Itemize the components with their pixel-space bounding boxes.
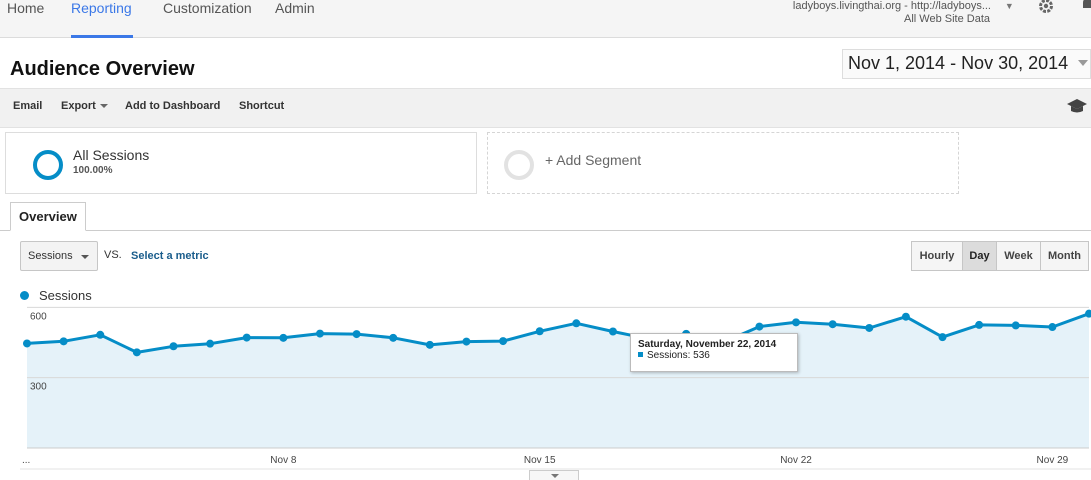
data-point[interactable] xyxy=(206,339,215,348)
x-tick-label: Nov 15 xyxy=(524,455,556,466)
segment-name: All Sessions xyxy=(73,147,150,163)
data-point[interactable] xyxy=(792,318,801,327)
add-to-dashboard-button[interactable]: Add to Dashboard xyxy=(125,100,221,112)
select-metric-link[interactable]: Select a metric xyxy=(131,250,209,262)
nav-tab-reporting[interactable]: Reporting xyxy=(71,0,133,38)
chart-tooltip: Saturday, November 22, 2014 Sessions: 53… xyxy=(630,333,798,372)
data-point[interactable] xyxy=(535,327,544,336)
granularity-day-button[interactable]: Day xyxy=(962,241,997,271)
metric-dropdown[interactable]: Sessions xyxy=(20,241,98,271)
data-point[interactable] xyxy=(901,312,910,321)
metric-dropdown-value: Sessions xyxy=(28,250,73,262)
x-tick-label: Nov 29 xyxy=(1037,455,1069,466)
data-point[interactable] xyxy=(315,329,324,338)
bell-icon[interactable] xyxy=(1081,0,1091,12)
x-tick-label: ... xyxy=(22,455,30,466)
report-toolbar: Email Export Add to Dashboard Shortcut xyxy=(0,88,1091,128)
export-label: Export xyxy=(61,100,96,112)
tooltip-date: Saturday, November 22, 2014 xyxy=(638,339,777,350)
x-tick-label: Nov 8 xyxy=(270,455,297,466)
data-point[interactable] xyxy=(1048,323,1057,332)
segment-percentage: 100.00% xyxy=(73,165,113,176)
tooltip-value: Sessions: 536 xyxy=(647,350,710,361)
collapse-chart-toggle[interactable] xyxy=(529,470,579,480)
chevron-down-icon xyxy=(81,255,89,259)
data-point[interactable] xyxy=(59,337,68,346)
chevron-down-icon xyxy=(551,474,559,478)
nav-tab-customization[interactable]: Customization xyxy=(163,0,252,16)
tab-divider xyxy=(0,230,1091,231)
tab-overview[interactable]: Overview xyxy=(10,202,86,231)
data-point[interactable] xyxy=(352,330,361,339)
data-point[interactable] xyxy=(96,330,105,339)
data-point[interactable] xyxy=(242,333,251,342)
property-name: ladyboys.livingthai.org - http://ladyboy… xyxy=(792,0,991,12)
top-navigation: Home Reporting Customization Admin ladyb… xyxy=(0,0,1091,38)
data-point[interactable] xyxy=(462,337,471,346)
shortcut-button[interactable]: Shortcut xyxy=(239,100,285,112)
series-line xyxy=(26,312,1090,354)
export-button[interactable]: Export xyxy=(61,100,108,112)
email-button[interactable]: Email xyxy=(13,100,43,112)
vs-label: VS. xyxy=(104,249,122,261)
nav-tab-home[interactable]: Home xyxy=(7,0,45,16)
data-point[interactable] xyxy=(828,320,837,329)
property-selector[interactable]: ladyboys.livingthai.org - http://ladyboy… xyxy=(792,0,1014,26)
property-view: All Web Site Data xyxy=(903,13,990,25)
data-point[interactable] xyxy=(975,320,984,329)
legend-marker xyxy=(20,291,29,300)
tooltip-series-marker xyxy=(638,352,643,358)
data-point[interactable] xyxy=(755,322,764,331)
data-point[interactable] xyxy=(389,333,398,342)
chevron-down-icon xyxy=(99,104,108,109)
x-tick-label: Nov 22 xyxy=(780,455,812,466)
data-point[interactable] xyxy=(938,333,947,342)
segment-ring-icon xyxy=(33,150,63,180)
date-range-picker[interactable]: Nov 1, 2014 - Nov 30, 2014 xyxy=(842,49,1091,79)
page-title: Audience Overview xyxy=(10,58,195,80)
graduation-cap-icon[interactable] xyxy=(1067,97,1087,115)
granularity-hourly-button[interactable]: Hourly xyxy=(911,241,963,271)
data-point[interactable] xyxy=(425,340,434,349)
data-point[interactable] xyxy=(608,327,617,336)
data-point[interactable] xyxy=(572,319,581,328)
empty-segment-ring-icon xyxy=(504,150,534,180)
data-point[interactable] xyxy=(1011,321,1020,330)
series-area xyxy=(27,313,1089,448)
gear-icon[interactable] xyxy=(1037,0,1055,16)
chevron-down-icon: ▼ xyxy=(1004,1,1014,11)
data-point[interactable] xyxy=(499,337,508,346)
data-point[interactable] xyxy=(865,323,874,332)
sessions-chart: 300 600... Nov 8 Nov 15 Nov 22 Nov 29 xyxy=(20,306,1091,470)
add-segment-button[interactable]: + Add Segment xyxy=(487,132,959,194)
date-range-text: Nov 1, 2014 - Nov 30, 2014 xyxy=(848,53,1069,73)
legend-label: Sessions xyxy=(39,288,92,303)
data-point[interactable] xyxy=(169,342,178,351)
nav-tab-admin[interactable]: Admin xyxy=(275,0,315,16)
y-tick-label: 300 xyxy=(30,382,47,393)
data-point[interactable] xyxy=(1085,309,1091,318)
data-point[interactable] xyxy=(132,348,141,357)
segment-all-sessions[interactable]: All Sessions 100.00% xyxy=(5,132,477,194)
data-point[interactable] xyxy=(279,333,288,342)
granularity-month-button[interactable]: Month xyxy=(1040,241,1089,271)
add-segment-label: + Add Segment xyxy=(545,152,642,168)
granularity-week-button[interactable]: Week xyxy=(996,241,1041,271)
chevron-down-icon xyxy=(1078,60,1088,66)
data-point[interactable] xyxy=(23,339,31,348)
y-tick-label: 600 xyxy=(30,311,47,322)
